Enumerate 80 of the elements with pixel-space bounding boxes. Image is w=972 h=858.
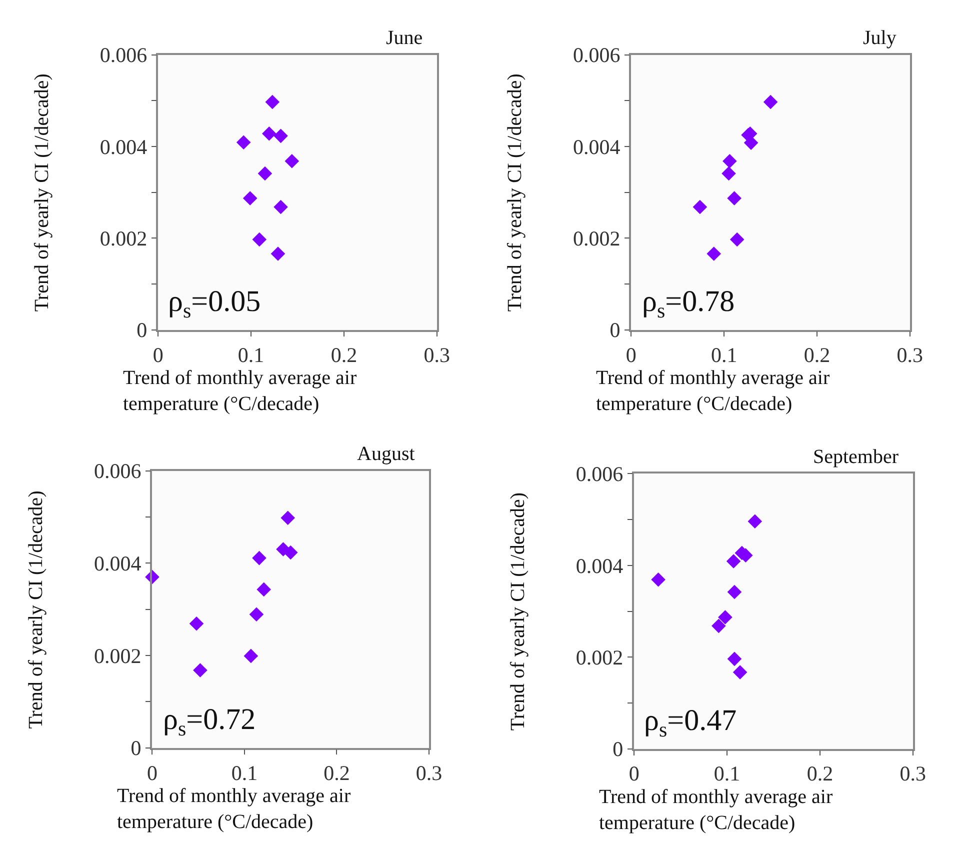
x-tick-label: 0.3 bbox=[416, 760, 442, 785]
x-axis-title: Trend of monthly average air temperature (°C/decade) bbox=[123, 367, 357, 415]
point bbox=[256, 582, 271, 597]
x-tick-label: 0.1 bbox=[231, 760, 258, 785]
x-tick-label: 0.1 bbox=[238, 342, 264, 367]
point bbox=[722, 154, 737, 168]
chart-title: August bbox=[357, 443, 416, 465]
point bbox=[283, 545, 298, 560]
point bbox=[744, 136, 758, 150]
chart-title: July bbox=[863, 27, 896, 49]
point bbox=[274, 200, 288, 214]
x-tick-label: 0.2 bbox=[806, 762, 834, 786]
point bbox=[722, 166, 736, 181]
point bbox=[252, 550, 266, 566]
point bbox=[727, 584, 742, 600]
x-tick-label: 0.2 bbox=[330, 342, 358, 367]
annotation: ρ$_{s}$=0.72 bbox=[163, 703, 256, 740]
point bbox=[692, 200, 708, 214]
chart-title: June bbox=[386, 27, 423, 49]
point bbox=[284, 154, 300, 168]
y-tick-label: 0.004 bbox=[572, 134, 621, 159]
y-tick-label: 0.004 bbox=[100, 134, 148, 159]
annotation: ρ$_{s}$=0.47 bbox=[644, 704, 737, 742]
y-tick-label: 0.006 bbox=[100, 43, 148, 68]
x-tick-label: 0.1 bbox=[710, 342, 738, 367]
point bbox=[242, 191, 258, 206]
y-axis-title: Trend of yearly CI (1/decade) bbox=[507, 492, 530, 731]
x-tick-label: 0.3 bbox=[896, 342, 924, 367]
point bbox=[193, 663, 208, 678]
point bbox=[270, 246, 286, 261]
y-tick-label: 0.002 bbox=[576, 645, 624, 670]
point bbox=[730, 232, 744, 247]
y-tick-label: 0.002 bbox=[572, 226, 620, 251]
point bbox=[651, 572, 666, 587]
x-tick-label: 0.3 bbox=[424, 342, 450, 367]
point bbox=[280, 510, 295, 526]
point bbox=[258, 166, 272, 181]
x-tick-label: 0.2 bbox=[324, 760, 350, 785]
point bbox=[236, 135, 251, 150]
chart-title: September bbox=[813, 446, 899, 468]
point bbox=[712, 618, 726, 634]
x-tick-label: 0.1 bbox=[714, 762, 740, 786]
y-tick-label: 0.006 bbox=[576, 462, 624, 486]
point bbox=[732, 665, 748, 680]
y-tick-label: 0.002 bbox=[94, 644, 142, 668]
x-tick-label: 0 bbox=[628, 762, 640, 786]
y-tick-label: 0 bbox=[136, 318, 148, 342]
x-tick-label: 0.2 bbox=[804, 342, 830, 367]
y-axis-title: Trend of yearly CI (1/decade) bbox=[504, 74, 526, 312]
point bbox=[265, 94, 280, 110]
x-axis-title: Trend of monthly average air temperature (°C/decade) bbox=[599, 786, 833, 834]
point bbox=[718, 610, 732, 624]
y-axis-title: Trend of yearly CI (1/decade) bbox=[30, 74, 53, 312]
x-tick-label: 0.3 bbox=[900, 762, 926, 786]
point bbox=[262, 126, 276, 141]
y-axis-title: Trend of yearly CI (1/decade) bbox=[25, 490, 48, 729]
point bbox=[763, 94, 778, 110]
y-tick-label: 0.004 bbox=[576, 554, 624, 578]
x-axis-title: Trend of monthly average air temperature (°C/decade) bbox=[117, 785, 351, 833]
point bbox=[726, 554, 741, 568]
point bbox=[244, 648, 258, 664]
y-tick-label: 0 bbox=[610, 318, 620, 342]
x-axis-title: Trend of monthly average air temperature (°C/decade) bbox=[596, 367, 830, 415]
point bbox=[748, 514, 762, 529]
y-tick-label: 0.006 bbox=[94, 459, 142, 484]
point bbox=[706, 246, 722, 261]
point bbox=[249, 607, 264, 622]
y-tick-label: 0 bbox=[130, 736, 142, 760]
point bbox=[274, 128, 288, 144]
point bbox=[727, 652, 742, 666]
point bbox=[727, 191, 742, 206]
annotation: ρ$_{s}$=0.78 bbox=[642, 285, 735, 322]
point bbox=[189, 616, 204, 631]
y-tick-label: 0.002 bbox=[100, 226, 148, 251]
annotation: ρ$_{s}$=0.05 bbox=[168, 285, 261, 322]
y-tick-label: 0 bbox=[612, 737, 624, 762]
y-tick-label: 0.006 bbox=[572, 43, 620, 68]
x-tick-label: 0 bbox=[152, 342, 164, 367]
y-tick-label: 0.004 bbox=[94, 551, 142, 576]
point bbox=[252, 232, 267, 247]
